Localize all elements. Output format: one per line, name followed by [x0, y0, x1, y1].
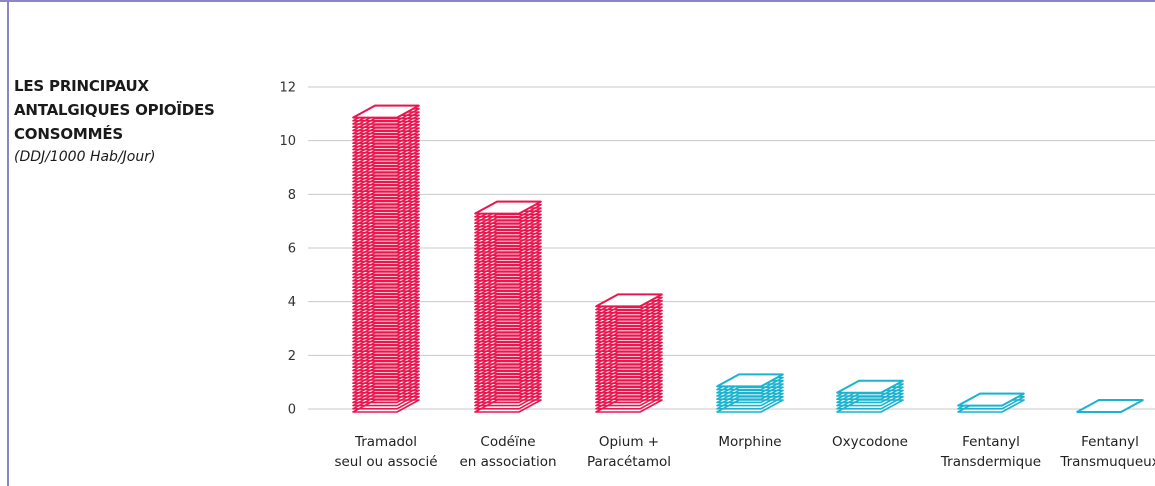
chart-title-line-1: LES PRINCIPAUX	[14, 77, 149, 95]
y-tick-label: 8	[288, 188, 296, 203]
y-tick-label: 4	[288, 295, 296, 310]
chart-title-line-2: ANTALGIQUES OPIOÏDES	[14, 101, 215, 119]
category-label: Paracétamol	[587, 454, 671, 470]
category-label: Fentanyl	[1081, 434, 1139, 450]
category-label: Tramadol	[354, 434, 417, 450]
category-label: Codéïne	[480, 434, 535, 450]
y-tick-label: 6	[288, 242, 296, 257]
bar	[957, 392, 1025, 413]
frame-top-border	[0, 0, 1155, 2]
bar	[474, 200, 542, 413]
bar	[595, 293, 663, 413]
category-label: Fentanyl	[962, 434, 1020, 450]
category-label: seul ou associé	[334, 454, 437, 470]
bars	[352, 104, 1144, 413]
y-tick-label: 2	[288, 349, 296, 364]
category-label: Transmuqueux	[1059, 454, 1155, 470]
y-tick-label: 12	[279, 81, 296, 96]
y-tick-label: 10	[279, 134, 296, 149]
y-tick-label: 0	[288, 403, 296, 418]
bar	[836, 379, 904, 413]
category-label: Morphine	[718, 434, 781, 450]
category-labels: Tramadol seul ou associé Codéïne en associa…	[334, 434, 1155, 470]
chart-subtitle: (DDJ/1000 Hab/Jour)	[14, 149, 156, 165]
bar	[1076, 399, 1144, 413]
chart-title-line-3: CONSOMMÉS	[14, 125, 123, 143]
chart-title-block: LES PRINCIPAUX ANTALGIQUES OPIOÏDES CONS…	[14, 74, 254, 168]
category-label: Oxycodone	[832, 434, 908, 450]
category-label: Opium +	[599, 434, 659, 450]
y-tick-labels: 0 2 4 6 8 10 12	[279, 81, 296, 418]
bar	[716, 373, 784, 413]
category-label: Transdermique	[940, 454, 1041, 470]
frame-left-border	[7, 0, 9, 486]
bar	[352, 104, 420, 413]
category-label: en association	[459, 454, 556, 470]
grid-lines	[308, 86, 1155, 410]
